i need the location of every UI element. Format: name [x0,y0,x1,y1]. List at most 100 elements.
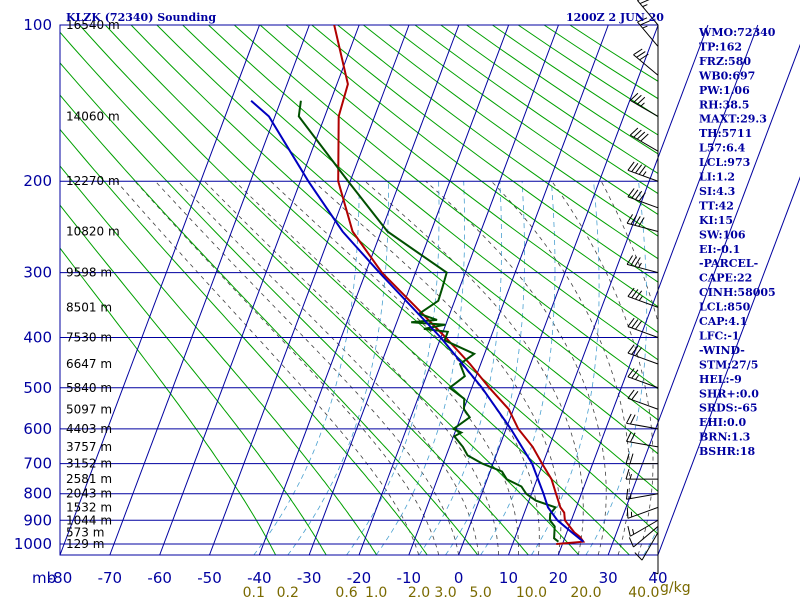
moist-adiabat [551,180,654,555]
index-item: -PARCEL- [699,257,758,270]
index-item: BSHR:18 [699,445,755,458]
dewpoint-profile [297,100,560,543]
wind-barb-staff [626,222,659,233]
wind-barb [628,526,659,548]
height-label: 7530 m [66,330,112,344]
wind-barb [627,161,659,182]
mixing-ratio-line [375,181,466,555]
wind-barb [627,344,659,365]
index-item: RH:38.5 [699,98,749,111]
wind-barb-flag [631,319,639,329]
wind-barb-flag [627,344,635,354]
wind-barb [626,214,659,233]
dry-adiabat [311,25,658,283]
pressure-label: 600 [23,420,52,438]
wind-barb-flag [626,431,632,442]
wind-barb-flag [635,164,643,174]
mixing-ratio-line [445,181,525,555]
index-item: CINH:58005 [699,286,776,299]
moist-adiabat [364,180,584,555]
dry-adiabat [60,94,479,555]
wind-barb-flag [626,507,629,519]
moist-adiabat [425,180,607,555]
wind-barb-half-flag [652,571,659,575]
index-item: -WIND- [699,344,745,357]
wind-barb [629,127,659,152]
pressure-label: 300 [23,264,52,282]
wind-barb [627,389,659,410]
pressure-label: 100 [23,16,52,34]
index-item: EI:-0.1 [699,243,740,256]
index-item: SRDS:-65 [699,402,758,415]
height-label: 1532 m [66,500,112,514]
wind-barb-flag [627,389,635,399]
wind-barb-flag [635,290,643,300]
wind-barb-half-flag [642,171,647,177]
wind-barb-flag [635,190,643,200]
index-item: CAP:4.1 [699,315,747,328]
wind-barb-flag [629,432,636,443]
wind-barb-flag [638,217,645,227]
index-item: FRZ:580 [699,55,751,68]
temperature-profile [333,25,586,545]
dry-adiabat [130,25,658,492]
height-label: 5097 m [66,402,112,416]
index-item: WMO:72340 [698,26,776,39]
wind-barb-staff [630,519,659,537]
index-item: PW:1.06 [699,84,750,97]
index-item: TH:5711 [699,127,752,140]
mixing-ratio-tick-label: 0.2 [277,585,299,600]
wind-barb-flag [636,131,646,140]
wind-barb-staff [627,376,659,389]
isotherm-line [607,43,800,556]
wind-barb [627,317,659,338]
wind-barb-flag [635,320,643,330]
wind-barb-staff [626,263,659,274]
wind-barb-half-flag [638,262,642,268]
moist-adiabat [116,180,420,555]
mixing-ratio-unit: g/kg [660,580,691,596]
wind-barb-staff [627,196,659,209]
mixing-ratio-tick-label: 10.0 [516,585,547,600]
wind-barb [627,287,659,308]
index-item: SHR+:0.0 [699,387,759,400]
index-item: LI:1.2 [699,171,735,184]
wind-barb-flag [631,189,639,199]
pressure-label: 800 [23,485,52,503]
isotherm-line [358,24,559,556]
moist-adiabat [600,181,658,555]
wind-barb-half-flag [638,296,643,301]
wind-barb-flag [639,0,650,5]
mixing-ratio-tick-label: 5.0 [470,585,492,600]
parcel-profile [250,100,585,543]
wind-barb [637,17,659,47]
wind-barb-staff [637,21,659,47]
height-label: 12270 m [66,174,120,188]
wind-barb-flag [631,345,639,355]
wind-barb-flag [627,188,635,198]
index-item: MAXT:29.3 [699,113,767,126]
wind-barbs [625,0,659,575]
height-label: 6647 m [66,357,112,371]
dry-adiabats [60,25,658,555]
temperature-tick-label: -80 [48,569,73,587]
temperature-tick-label: 0 [454,569,464,587]
wind-barb-flag [639,20,650,26]
dry-adiabat [60,128,428,555]
wind-barb-flag [627,161,635,171]
wind-barb-flag [627,287,635,297]
wind-barb [626,413,659,430]
temperature-tick-label: -10 [397,569,422,587]
pressure-unit-label: mb [32,569,56,587]
wind-barb [652,541,659,575]
pressure-label: 1000 [14,535,52,553]
moist-adiabat [204,180,499,555]
wind-barb-flag [626,214,634,224]
wind-barb-flag [631,369,639,379]
mixing-ratio-line [287,181,389,555]
index-item: CAPE:22 [699,272,752,285]
isotherm-line [209,24,410,556]
dry-adiabat [60,31,580,555]
